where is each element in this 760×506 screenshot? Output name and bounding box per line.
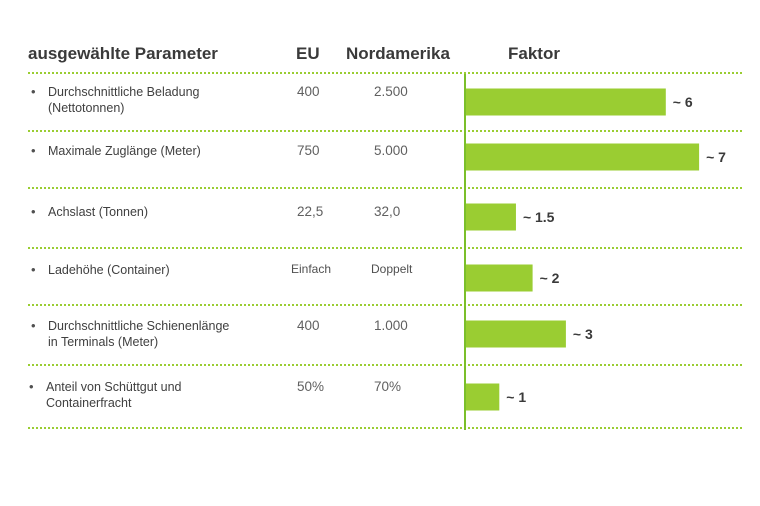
separator (28, 304, 742, 306)
separator (28, 130, 742, 132)
separator (28, 427, 742, 429)
eu-value: 750 (297, 143, 320, 158)
factor-label: ~ 7 (706, 149, 726, 165)
factor-label: ~ 2 (540, 270, 560, 286)
bullet: • (31, 143, 36, 158)
na-value: Doppelt (371, 262, 413, 276)
header-eu: EU (296, 44, 320, 63)
na-value: 5.000 (374, 143, 408, 158)
factor-bar (466, 143, 700, 171)
factor-label: ~ 6 (673, 94, 693, 110)
na-value: 70% (374, 379, 402, 394)
parameter-label: Anteil von Schüttgut und Containerfracht (46, 380, 182, 410)
bullet: • (31, 318, 36, 333)
factor-label: ~ 1 (506, 389, 526, 405)
parameter-label: Achslast (Tonnen) (48, 205, 149, 219)
header-param: ausgewählte Parameter (28, 44, 218, 63)
bullet: • (29, 379, 34, 394)
factor-axis-line (464, 74, 466, 430)
factor-label: ~ 1.5 (523, 209, 555, 225)
factor-label: ~ 3 (573, 326, 593, 342)
factor-bar (466, 88, 666, 116)
na-value: 32,0 (374, 204, 401, 219)
separator (28, 364, 742, 366)
eu-value: 22,5 (297, 204, 324, 219)
eu-value: 50% (297, 379, 325, 394)
factor-bar (466, 320, 566, 348)
bullet: • (31, 204, 36, 219)
separator (28, 247, 742, 249)
header-factor: Faktor (508, 44, 560, 63)
bullet: • (31, 262, 36, 277)
separator (28, 72, 742, 74)
bullet: • (31, 84, 36, 99)
eu-value: 400 (297, 318, 320, 333)
factor-bar (466, 383, 500, 411)
parameter-label: Ladehöhe (Container) (48, 263, 170, 277)
na-value: 2.500 (374, 84, 408, 99)
factor-bar (466, 264, 533, 292)
separator (28, 187, 742, 189)
parameter-label: Durchschnittliche Schienenlänge in Termi… (48, 319, 230, 349)
header-na: Nordamerika (346, 44, 450, 63)
parameter-label: Maximale Zuglänge (Meter) (48, 144, 201, 158)
eu-value: Einfach (291, 262, 332, 276)
eu-value: 400 (297, 84, 320, 99)
factor-bar (466, 203, 516, 231)
na-value: 1.000 (374, 318, 408, 333)
parameter-label: Durchschnittliche Beladung (Nettotonnen) (48, 85, 200, 115)
